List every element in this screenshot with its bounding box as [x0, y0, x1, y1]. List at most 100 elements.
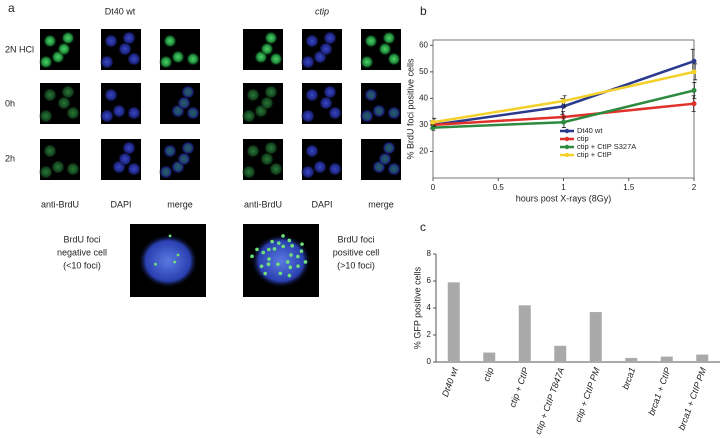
cell-overlay: [166, 147, 174, 155]
focus: [266, 262, 271, 266]
marker: [691, 58, 697, 64]
marker: [691, 69, 697, 75]
cell: [264, 85, 278, 99]
focus: [289, 253, 293, 257]
cell: [163, 34, 177, 48]
cell: [186, 52, 200, 66]
y-axis-label: % BrdU foci positive cells: [405, 58, 415, 160]
cell: [264, 141, 278, 155]
cell: [39, 165, 53, 179]
cell: [382, 31, 396, 45]
focus: [296, 264, 300, 268]
cell: [43, 144, 57, 158]
cell: [43, 34, 57, 48]
cell: [328, 106, 342, 120]
focus: [276, 262, 280, 267]
cell-overlay: [180, 155, 188, 163]
focus: [287, 273, 292, 278]
cell: [305, 34, 319, 48]
focus: [270, 239, 274, 244]
x-tick-label: brca1 + CtIP PM: [676, 366, 708, 432]
marker: [430, 119, 436, 125]
row-label: 2N HCl: [5, 44, 34, 54]
cell: [57, 42, 71, 56]
focus: [255, 247, 259, 252]
x-tick-label: ctip: [481, 366, 495, 383]
cell: [264, 31, 278, 45]
y-tick-label: 4: [427, 303, 432, 312]
y-tick-label: 30: [419, 120, 428, 129]
cell-overlay: [381, 155, 389, 163]
focus: [278, 271, 283, 276]
cell-overlay: [162, 168, 170, 176]
legend-label: ctip + CtIP: [577, 150, 612, 159]
y-axis-label: % GFP positive cells: [412, 266, 422, 349]
focus: [176, 253, 180, 257]
cell: [260, 152, 274, 166]
bar: [447, 282, 460, 362]
focus: [261, 250, 266, 255]
legend-label: ctip + CtIP S327A: [577, 142, 636, 151]
focus: [272, 247, 277, 251]
focus: [287, 238, 292, 243]
focus: [303, 260, 308, 264]
focus: [259, 264, 264, 269]
bar: [589, 312, 602, 362]
legend-label: Dt40 wt: [577, 126, 603, 135]
focus: [173, 260, 177, 264]
cell: [100, 109, 114, 123]
x-tick-label: ctip + CtIP: [507, 366, 531, 409]
panel-a: a Dt40 wt ctip 2N HCl 0h 2h anti-BrdU DA…: [5, 1, 401, 297]
cell: [127, 106, 141, 120]
cell: [61, 31, 75, 45]
cell: [43, 88, 57, 102]
y-tick-label: 2: [427, 330, 432, 339]
focus: [267, 247, 271, 252]
bar: [660, 356, 673, 362]
cell-overlay: [390, 109, 398, 117]
cell: [323, 85, 337, 99]
focus: [281, 244, 285, 249]
panel-label: b: [420, 4, 427, 18]
cell-overlay: [385, 144, 393, 152]
cell: [118, 152, 132, 166]
cell: [112, 104, 126, 118]
column-label: DAPI: [311, 199, 332, 209]
cell: [260, 96, 274, 110]
cell-overlay: [375, 163, 383, 171]
bar: [483, 352, 496, 362]
cell-overlay: [180, 99, 188, 107]
focus: [300, 242, 304, 246]
marker: [691, 101, 697, 107]
group-title: Dt40 wt: [105, 6, 136, 16]
panel-label: a: [8, 1, 15, 15]
cell: [387, 52, 401, 66]
cell: [122, 141, 136, 155]
focus: [250, 254, 254, 259]
row-label: 0h: [5, 98, 15, 108]
column-label: anti-BrdU: [244, 199, 282, 209]
marker: [430, 125, 436, 131]
cell: [127, 52, 141, 66]
cell: [127, 162, 141, 176]
bar: [696, 354, 709, 362]
cell: [360, 55, 374, 69]
cell: [118, 42, 132, 56]
cell: [319, 42, 333, 56]
x-tick-label: 2: [692, 183, 697, 192]
nucleus: [251, 234, 311, 288]
cell: [159, 55, 173, 69]
cell: [305, 88, 319, 102]
cell: [313, 160, 327, 174]
cell: [100, 55, 114, 69]
focus: [299, 249, 304, 253]
cell-overlay: [184, 88, 192, 96]
cell: [39, 109, 53, 123]
bar: [518, 305, 531, 362]
x-tick-label: 1.5: [623, 183, 635, 192]
example-text: (>10 foci): [337, 260, 375, 270]
focus: [281, 234, 285, 238]
legend-marker: [564, 152, 570, 158]
cell: [104, 88, 118, 102]
